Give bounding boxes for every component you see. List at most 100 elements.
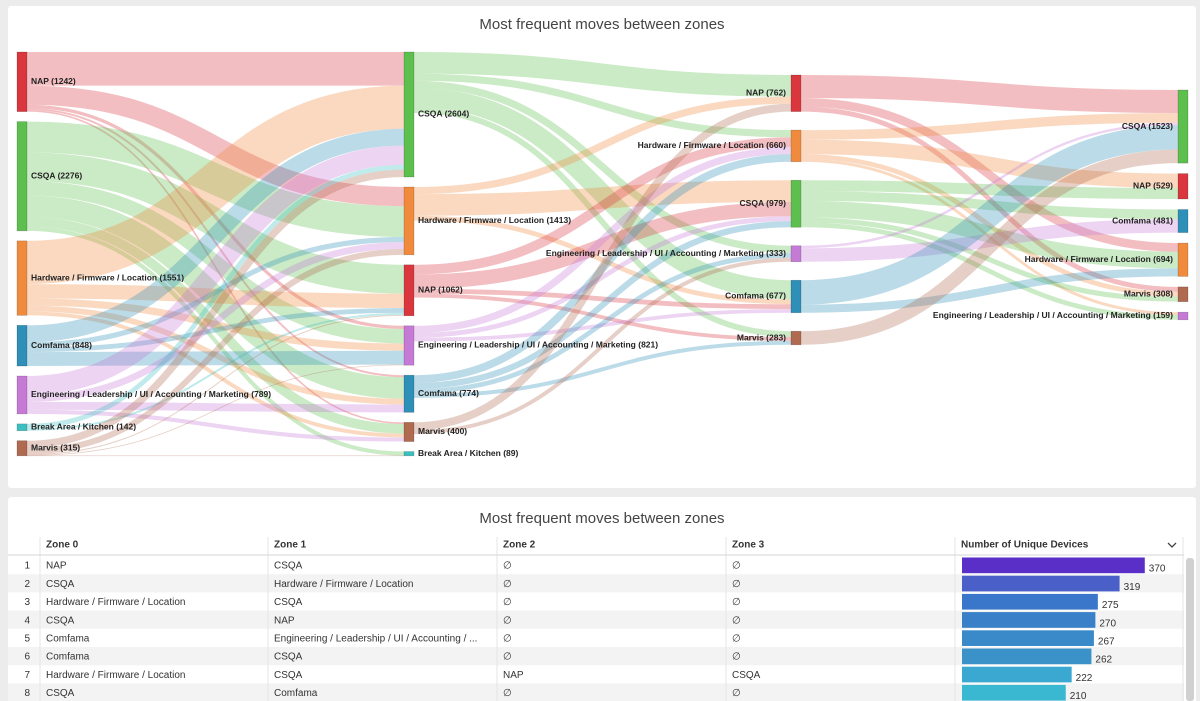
zone-node [16,325,28,367]
flow-link [26,217,405,434]
sort-icon[interactable] [1167,542,1177,548]
flow-link [413,293,792,341]
flow-link [413,216,792,338]
device-bar [962,666,1072,683]
table-cell: CSQA [46,579,75,590]
flow-link [413,80,792,253]
row-number: 3 [24,597,30,608]
table: Zone 0 Zone 1 Zone 2 Zone 3 Number of Unique… [8,537,1184,701]
zone-node [790,74,802,112]
flow-link [413,88,792,300]
column-header: Zone 1 [274,540,307,551]
column-header: Number of Unique Devices [961,540,1089,551]
table-cell: ∅ [732,688,741,699]
flow-link [26,305,405,405]
flow-link [413,137,792,275]
table-cell: CSQA [46,688,75,699]
table-cell: Hardware / Firmware / Location [274,579,414,590]
device-bar [962,557,1145,574]
row-number: 7 [24,670,30,681]
flow-link [800,219,1179,262]
zone-node [1177,311,1189,321]
flow-link [26,242,405,402]
device-count: 370 [1149,564,1166,575]
flow-link [800,222,1179,320]
flow-link [26,312,405,431]
flow-link [413,103,792,431]
zone-node [16,375,28,415]
table-cell: ∅ [732,652,741,663]
table-cell: Engineering / Leadership / UI / Accounti… [274,634,477,645]
table-cell: ∅ [503,652,512,663]
node-label: Marvis (308) [1124,289,1173,299]
scrollbar[interactable] [1186,558,1194,701]
table-cell: Comfama [274,688,318,699]
node-label: Engineering / Leadership / UI / Accounti… [31,389,271,399]
table-cell: CSQA [274,670,303,681]
node-label: CSQA (1523) [1122,121,1173,131]
column-header: Zone 0 [46,540,79,551]
table-cell: Comfama [46,634,90,645]
table-cell: ∅ [732,561,741,572]
zone-node [403,374,415,413]
node-label: CSQA (2604) [418,109,469,119]
flow-link [26,152,405,294]
node-label: Marvis (315) [31,443,80,453]
flow-link [26,401,405,413]
zone-node [403,51,415,178]
row-number: 8 [24,688,30,699]
node-label: Break Area / Kitchen (142) [31,422,136,432]
flow-link [26,128,405,343]
table-cell: ∅ [503,615,512,626]
device-count: 210 [1070,691,1087,701]
flow-link [800,158,1179,316]
row-stripe [8,574,1184,593]
node-label: Comfama (677) [725,291,786,301]
flow-link [26,409,405,442]
zone-node [16,121,28,232]
flow-link [800,122,1179,249]
flow-link [800,149,1179,345]
node-label: Comfama (774) [418,388,479,398]
flow-link [413,215,792,305]
node-label: NAP (529) [1133,181,1173,191]
row-number: 6 [24,652,30,663]
flow-link [800,154,1179,297]
flow-link [413,180,792,216]
row-stripe [8,610,1184,629]
zone-node [16,423,28,432]
flow-link [413,52,792,97]
zone-node [1177,173,1189,200]
zone-node [403,422,415,442]
flow-link [800,75,1179,114]
flow-link [26,164,405,429]
flow-link [413,309,792,342]
flow-link [800,191,1179,220]
flow-link [800,139,1179,189]
flow-link [413,340,792,398]
table-cell: ∅ [503,597,512,608]
row-number: 1 [24,561,30,572]
node-label: NAP (762) [746,88,786,98]
node-label: Hardware / Firmware / Location (1551) [31,272,184,282]
node-label: CSQA (2276) [31,170,82,180]
table-cell: CSQA [274,561,303,572]
zone-node [16,440,28,457]
flow-link [413,252,792,394]
zone-node [790,179,802,228]
flow-link [800,268,1179,313]
zone-node [790,245,802,263]
flow-link [413,257,792,435]
node-label: Hardware / Firmware / Location (660) [638,140,786,150]
zone-node [1177,286,1189,302]
column-header: Zone 2 [503,540,536,551]
device-bar [962,648,1092,665]
flow-link [800,217,1179,302]
flow-link [26,85,405,285]
table-cell: Hardware / Firmware / Location [46,670,186,681]
chart-title: Most frequent moves between zones [479,16,724,33]
flow-link [26,169,405,449]
table-cell: Comfama [46,652,90,663]
flow-link [413,146,792,333]
table-cell: ∅ [503,579,512,590]
